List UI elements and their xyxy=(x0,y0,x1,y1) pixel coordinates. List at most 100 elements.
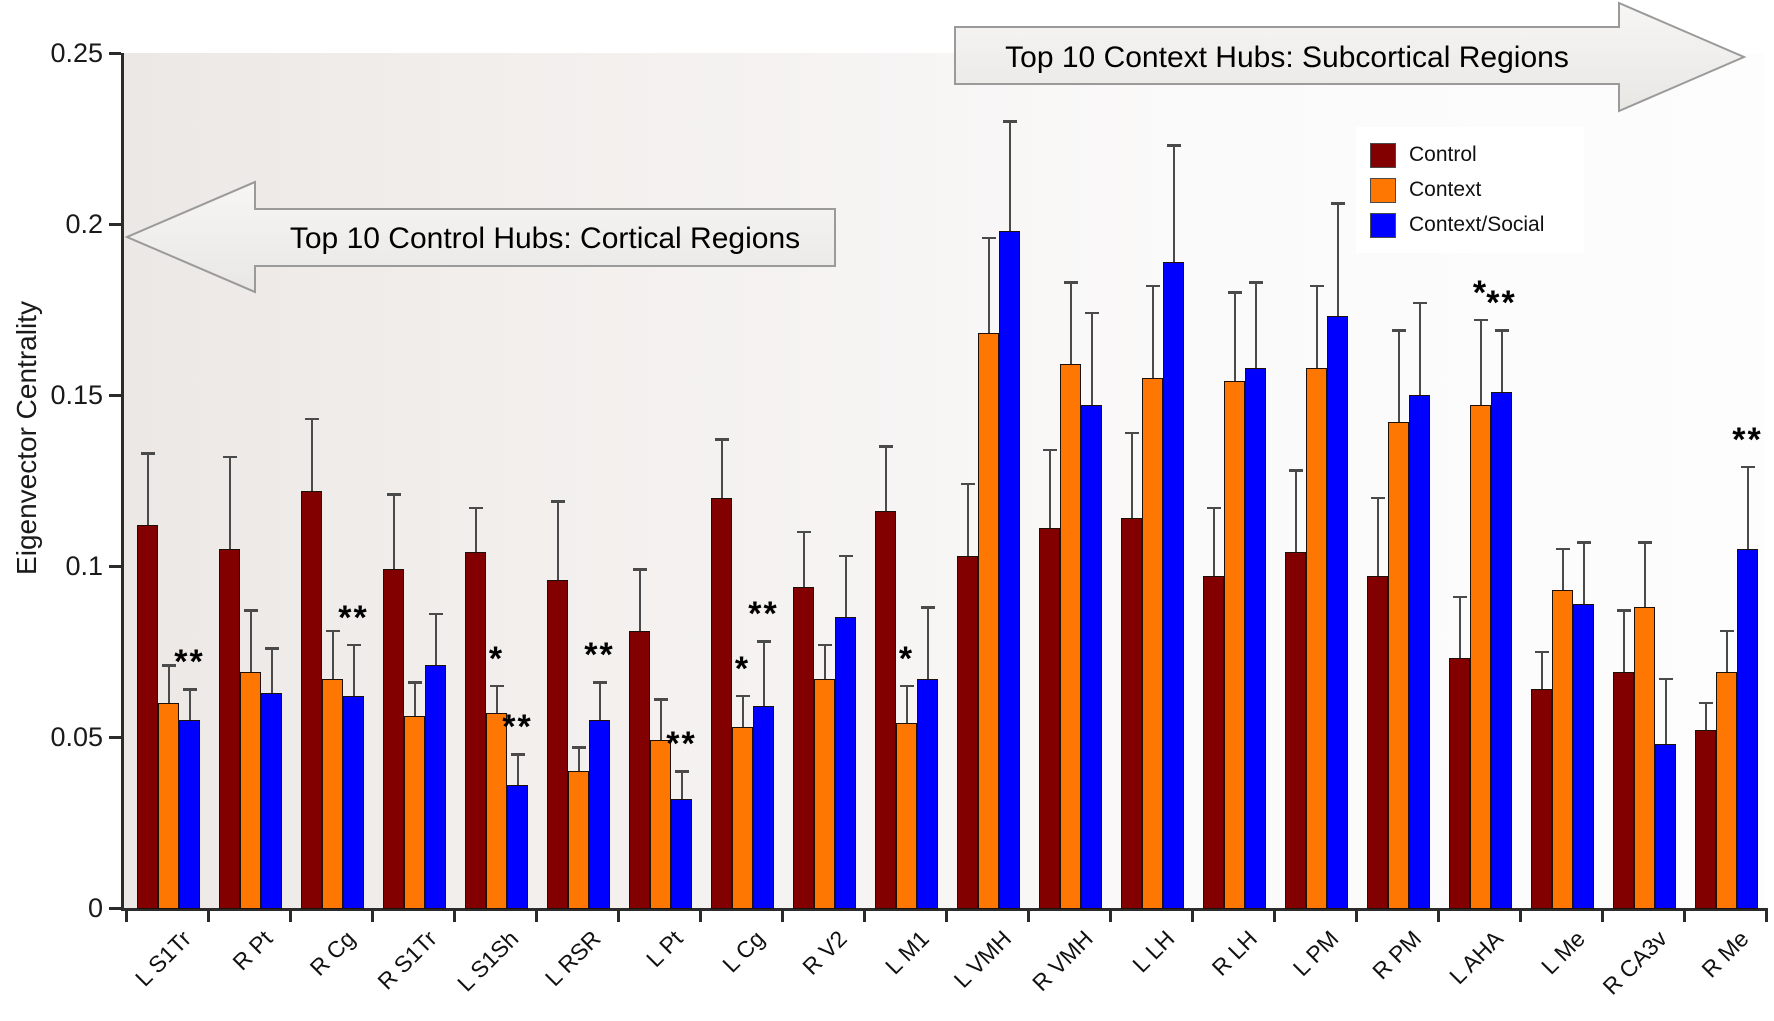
bar-context-social-r-me xyxy=(1737,548,1758,909)
bar-context-l-m1 xyxy=(896,723,917,909)
bar-context-l-s1tr xyxy=(158,702,179,909)
error-bar xyxy=(1008,121,1011,231)
error-bar xyxy=(1622,610,1625,672)
error-bar-cap xyxy=(571,746,586,749)
error-bar xyxy=(1172,145,1175,262)
y-axis-line xyxy=(121,53,124,910)
bar-control-r-cg xyxy=(301,490,322,909)
error-bar-cap xyxy=(140,452,155,455)
sig-marker: ** xyxy=(338,598,369,637)
y-tick xyxy=(109,907,121,910)
x-tick xyxy=(371,910,374,922)
bar-control-r-ca3v xyxy=(1613,672,1634,909)
x-tick xyxy=(1027,910,1030,922)
error-bar-cap xyxy=(1637,541,1652,544)
error-bar-cap xyxy=(1719,629,1734,633)
error-bar xyxy=(1130,432,1133,519)
sig-marker: ** xyxy=(666,725,697,764)
bar-control-l-vmh xyxy=(957,555,978,909)
error-bar-cap xyxy=(674,770,689,773)
error-bar-cap xyxy=(428,612,443,616)
bar-context-social-r-pm xyxy=(1409,395,1430,909)
error-bar-cap xyxy=(1227,291,1242,294)
bar-context-social-r-pt xyxy=(261,692,282,909)
error-bar-cap xyxy=(1658,677,1673,681)
error-bar-cap xyxy=(346,643,361,647)
error-bar xyxy=(1725,630,1728,672)
error-bar xyxy=(1458,596,1461,659)
category-label: L M1 xyxy=(879,925,934,980)
error-bar-cap xyxy=(735,694,750,698)
category-label: R CA3v xyxy=(1597,925,1672,1000)
error-bar xyxy=(1315,285,1318,368)
error-bar xyxy=(249,610,252,672)
error-bar-cap xyxy=(1248,281,1263,284)
ytick-label: 0.1 xyxy=(65,551,103,581)
y-tick xyxy=(109,736,121,739)
x-tick xyxy=(863,910,866,922)
error-bar-cap xyxy=(1555,547,1570,551)
x-axis-line xyxy=(121,908,1768,911)
left-annotation-arrow: Top 10 Control Hubs: Cortical Regions xyxy=(124,180,836,294)
error-bar-cap xyxy=(1616,609,1631,612)
bar-context-l-pt xyxy=(650,740,671,909)
error-bar xyxy=(1479,319,1482,406)
error-bar-cap xyxy=(222,455,237,459)
y-tick xyxy=(109,52,121,55)
bar-context-social-l-cg xyxy=(753,706,774,909)
bar-context-r-lh xyxy=(1224,381,1245,909)
error-bar-cap xyxy=(756,640,771,643)
error-bar-cap xyxy=(796,530,811,534)
error-bar xyxy=(1500,330,1503,392)
error-bar-cap xyxy=(468,506,483,510)
error-bar-cap xyxy=(1206,506,1221,510)
bar-context-social-r-lh xyxy=(1245,367,1266,909)
error-bar xyxy=(310,418,313,491)
category-label: L S1Sh xyxy=(452,925,524,997)
error-bar-cap xyxy=(1166,144,1181,147)
legend-swatch-control xyxy=(1370,142,1396,168)
error-bar-cap xyxy=(878,445,893,448)
error-bar-cap xyxy=(1042,448,1057,452)
error-bar-cap xyxy=(1534,650,1549,653)
bar-context-r-v2 xyxy=(814,678,835,909)
x-tick xyxy=(1683,910,1686,922)
error-bar xyxy=(1212,507,1215,577)
x-tick xyxy=(781,910,784,922)
x-tick xyxy=(1191,910,1194,922)
x-tick xyxy=(945,910,948,922)
error-bar xyxy=(802,531,805,587)
bar-context-social-l-s1tr xyxy=(179,719,200,909)
error-bar xyxy=(352,644,355,696)
bar-context-social-l-lh xyxy=(1163,261,1184,909)
bar-context-l-s1sh xyxy=(486,713,507,909)
error-bar xyxy=(1090,312,1093,406)
error-bar-cap xyxy=(1494,329,1509,332)
error-bar-cap xyxy=(1309,284,1324,288)
x-tick xyxy=(617,910,620,922)
category-label: R LH xyxy=(1206,925,1262,981)
legend-entry: Context/Social xyxy=(1370,211,1584,239)
category-label: L Me xyxy=(1535,925,1590,980)
x-tick xyxy=(1765,910,1768,922)
error-bar xyxy=(1069,282,1072,365)
bar-context-social-l-pt xyxy=(671,798,692,909)
bar-control-l-s1sh xyxy=(465,552,486,909)
sig-marker: * xyxy=(898,639,915,678)
bar-context-social-l-me xyxy=(1573,603,1594,909)
error-bar-cap xyxy=(489,684,504,688)
bar-context-r-cg xyxy=(322,678,343,909)
bar-context-social-r-ca3v xyxy=(1655,743,1676,909)
bar-control-r-pt xyxy=(219,548,240,909)
error-bar-cap xyxy=(1412,301,1427,305)
left-arrow-shape xyxy=(124,180,836,294)
category-label: R Cg xyxy=(304,925,360,981)
category-label: R Pt xyxy=(227,925,278,976)
error-bar-cap xyxy=(304,417,319,421)
x-tick xyxy=(1437,910,1440,922)
x-tick xyxy=(125,910,128,922)
bar-context-social-l-s1sh xyxy=(507,784,528,909)
category-label: L Cg xyxy=(717,925,770,978)
bar-control-l-pt xyxy=(629,630,650,909)
bar-control-l-lh xyxy=(1121,518,1142,909)
